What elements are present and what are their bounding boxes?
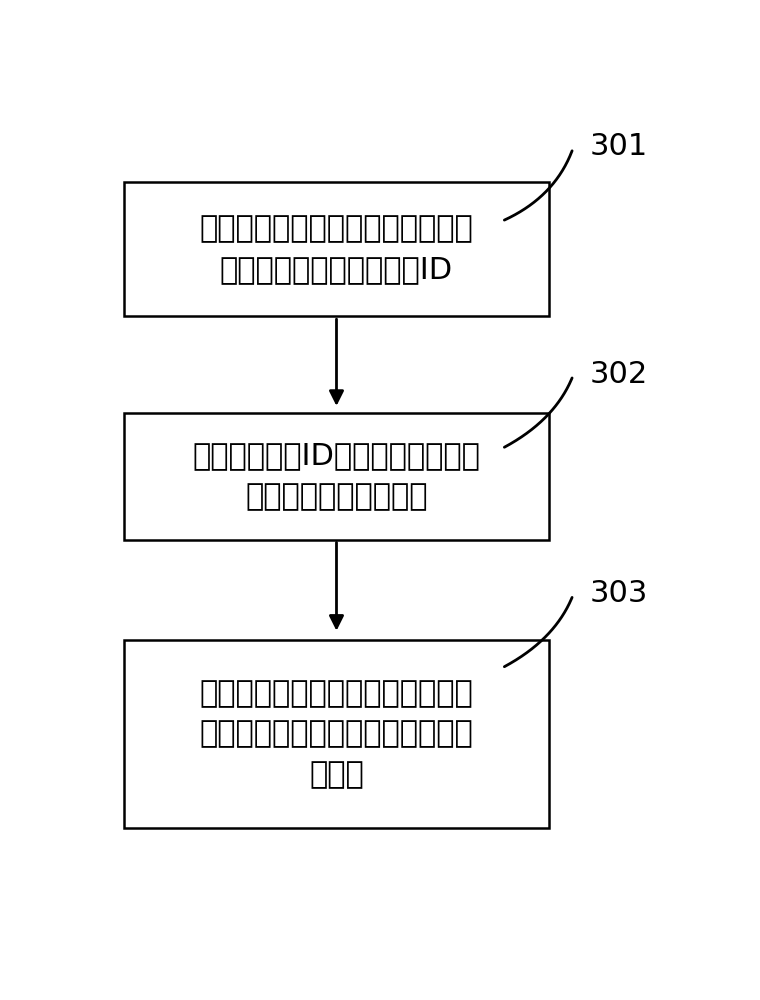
Text: 302: 302 <box>590 360 648 389</box>
Text: 发送登录请求数据至服务器，并接
收服务器分配的第一身份ID: 发送登录请求数据至服务器，并接 收服务器分配的第一身份ID <box>200 214 473 284</box>
Bar <box>125 182 549 316</box>
Text: 接收服务器返回的第一身份标识并
显示，以供发送终端识别并进行数
据传输: 接收服务器返回的第一身份标识并 显示，以供发送终端识别并进行数 据传输 <box>200 679 473 789</box>
Text: 301: 301 <box>590 132 648 161</box>
Bar <box>125 640 549 828</box>
Text: 303: 303 <box>590 579 648 608</box>
Text: 发送第一身份ID和启动数据传输应
用的启动数据至服务器: 发送第一身份ID和启动数据传输应 用的启动数据至服务器 <box>192 441 480 511</box>
Bar <box>125 413 549 540</box>
